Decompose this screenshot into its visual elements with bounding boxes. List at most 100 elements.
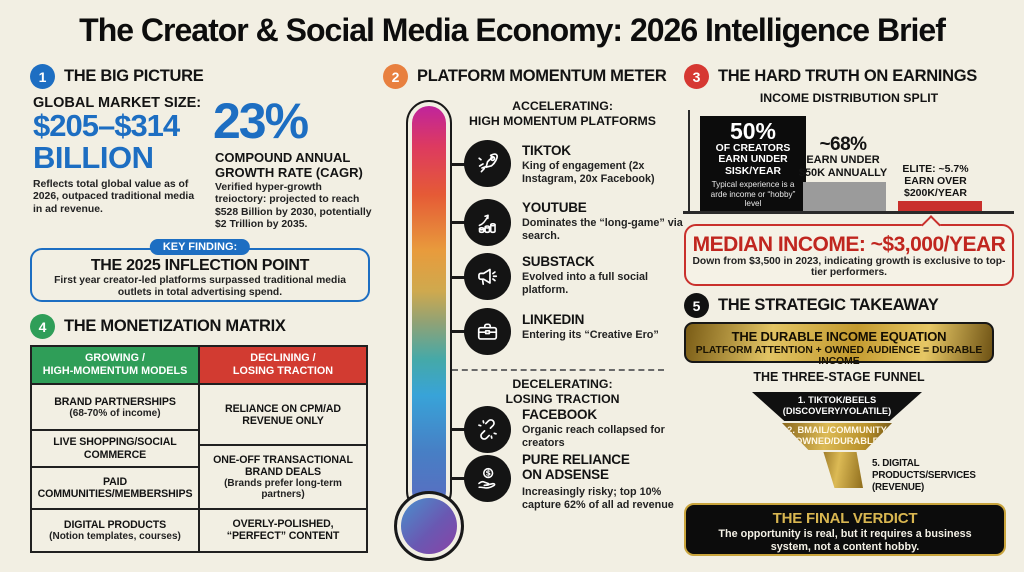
- equation-title: THE DURABLE INCOME EQUATION: [731, 329, 947, 344]
- connector-line: [450, 330, 468, 333]
- growing-column: GROWING / HIGH-MOMENTUM MODELS BRAND PAR…: [32, 347, 200, 551]
- platform-icon-circle: [464, 308, 511, 355]
- funnel-stage-2: 2. BMAIL/COMMUNITY (OWNED/DURABLE): [782, 423, 892, 450]
- funnel-spout: [823, 452, 863, 488]
- declining-header-line1: DECLINING /: [250, 351, 316, 364]
- platform-name: SUBSTACK: [522, 254, 595, 269]
- decelerating-header: DECELERATING: LOSING TRACTION: [455, 377, 670, 407]
- durable-income-equation-box: THE DURABLE INCOME EQUATION PLATFORM ATT…: [684, 322, 994, 367]
- funnel-title: THE THREE-STAGE FUNNEL: [753, 370, 925, 384]
- platform-icon-circle: $: [464, 455, 511, 502]
- declining-header: DECLINING / LOSING TRACTION: [200, 347, 366, 384]
- section-big-picture-header: 1 THE BIG PICTURE: [30, 64, 204, 89]
- income-distribution-chart: 50% OF CREATORS EARN UNDER SISK/YEAR Typ…: [683, 110, 1015, 214]
- platform-icon-circle: [464, 199, 511, 246]
- funnel-stage-3-label: 5. DIGITAL PRODUCTS/SERVICES (REVENUE): [872, 458, 976, 494]
- accelerating-line2: HIGH MOMENTUM PLATFORMS: [469, 113, 656, 128]
- key-finding-badge: KEY FINDING:: [149, 239, 251, 255]
- platform-name: PURE RELIANCE ON ADSENSE: [522, 452, 630, 482]
- section-title: PLATFORM MOMENTUM METER: [417, 67, 667, 85]
- rocket-icon: [478, 153, 498, 173]
- chart-baseline: [683, 211, 1014, 214]
- section-takeaway-header: 5 THE STRATEGIC TAKEAWAY: [684, 293, 939, 318]
- megaphone-icon: [478, 268, 498, 285]
- market-size-note: Reflects total global value as of 2026, …: [33, 179, 195, 215]
- connector-line: [450, 163, 468, 166]
- platform-name: YOUTUBE: [522, 200, 587, 215]
- section-title: THE BIG PICTURE: [64, 67, 204, 85]
- median-income-box: MEDIAN INCOME: ~$3,000/YEAR Down from $3…: [684, 215, 1014, 286]
- growing-header: GROWING / HIGH-MOMENTUM MODELS: [32, 347, 198, 384]
- section-momentum-header: 2 PLATFORM MOMENTUM METER: [383, 64, 667, 89]
- decelerating-line1: DECELERATING:: [512, 377, 613, 391]
- section-monetization-header: 4 THE MONETIZATION MATRIX: [30, 314, 286, 339]
- section-number-badge: 4: [30, 314, 55, 339]
- page-title: The Creator & Social Media Economy: 2026…: [79, 12, 946, 48]
- section-title: THE STRATEGIC TAKEAWAY: [718, 296, 939, 314]
- table-row: RELIANCE ON CPM/AD REVENUE ONLY: [200, 383, 366, 444]
- platform-name: LINKEDIN: [522, 312, 585, 327]
- key-finding-title: THE 2025 INFLECTION POINT: [90, 257, 310, 274]
- table-row: PAID COMMUNITIES/MEMBERSHIPS: [32, 465, 198, 508]
- connector-line: [450, 477, 468, 480]
- platform-icon-circle: [464, 253, 511, 300]
- declining-column: DECLINING / LOSING TRACTION RELIANCE ON …: [200, 347, 366, 551]
- median-income-note: Down from $3,500 in 2023, indicating gro…: [692, 256, 1006, 279]
- section-number-badge: 3: [684, 64, 709, 89]
- accel-decel-divider: [452, 369, 664, 371]
- chart-y-axis: [688, 110, 690, 212]
- thermometer-bulb: [394, 491, 464, 561]
- platform-icon-circle: [464, 406, 511, 453]
- section-earnings-header: 3 THE HARD TRUTH ON EARNINGS: [684, 64, 977, 89]
- platform-name: TIKTOK: [522, 143, 571, 158]
- table-row: ONE-OFF TRANSACTIONAL BRAND DEALS (Brand…: [200, 444, 366, 508]
- equation-formula: PLATFORM ATTENTION + OWNED AUDIENCE = DU…: [695, 345, 983, 367]
- platform-desc: Dominates the “long-game” via search.: [522, 217, 683, 242]
- bar-elite: [898, 201, 982, 211]
- growth-coins-icon: [478, 214, 496, 234]
- thermometer-gradient-fill: [412, 106, 446, 508]
- dollar-hand-icon: $: [478, 467, 496, 489]
- platform-desc: Entering its “Creative Ero”: [522, 329, 659, 341]
- platform-icon-circle: [464, 140, 511, 187]
- platform-desc: King of engagement (2x Instagram, 20x Fa…: [522, 160, 655, 185]
- market-size-value: $205–$314: [33, 108, 180, 143]
- cagr-label: COMPOUND ANNUAL GROWTH RATE (CAGR): [215, 150, 363, 180]
- median-income-title: MEDIAN INCOME: ~$3,000/YEAR: [692, 233, 1006, 256]
- cagr-value: 23%: [213, 93, 309, 149]
- declining-header-line2: LOSING TRACTION: [232, 365, 334, 378]
- bar-68-percent: [803, 182, 886, 211]
- key-finding-box: KEY FINDING: THE 2025 INFLECTION POINT F…: [30, 239, 370, 302]
- growing-header-line2: HIGH-MOMENTUM MODELS: [42, 365, 188, 378]
- platform-name: FACEBOOK: [522, 407, 597, 422]
- broken-link-icon: [478, 419, 497, 440]
- platform-desc: Evolved into a full social platform.: [522, 271, 648, 296]
- bar-50-subtext: Typical experience is a arde income or “…: [710, 180, 796, 209]
- cagr-note: Verified hyper-growth treioctory: projec…: [215, 182, 372, 231]
- connector-line: [450, 221, 468, 224]
- verdict-note: The opportunity is real, but it requires…: [718, 528, 972, 553]
- median-box-pointer: [921, 215, 941, 235]
- key-finding-note: First year creator-led platforms surpass…: [54, 275, 346, 298]
- section-title: THE HARD TRUTH ON EARNINGS: [718, 67, 977, 85]
- briefcase-icon: [477, 323, 498, 340]
- growing-header-line1: GROWING /: [85, 351, 145, 364]
- accelerating-line1: ACCELERATING:: [512, 99, 613, 113]
- income-chart-title: INCOME DISTRIBUTION SPLIT: [759, 91, 939, 105]
- verdict-title: THE FINAL VERDICT: [772, 510, 918, 527]
- table-row: DIGITAL PRODUCTS (Notion templates, cour…: [32, 507, 198, 551]
- platform-desc: Increasingly risky; top 10% capture 62% …: [522, 486, 674, 511]
- table-row: LIVE SHOPPING/SOCIAL COMMERCE: [32, 429, 198, 465]
- final-verdict-box: THE FINAL VERDICT The opportunity is rea…: [684, 503, 1006, 556]
- decelerating-line2: LOSING TRACTION: [505, 391, 620, 406]
- accelerating-header: ACCELERATING: HIGH MOMENTUM PLATFORMS: [455, 99, 670, 129]
- funnel-stage-1: 1. TIKTOK/BEELS (DISCOVERY/YOLATILE): [752, 392, 922, 421]
- connector-line: [450, 428, 468, 431]
- bar-50-value: 50%: [729, 118, 777, 144]
- table-row: BRAND PARTNERSHIPS (68-70% of income): [32, 383, 198, 429]
- svg-text:$: $: [485, 469, 490, 478]
- section-number-badge: 5: [684, 293, 709, 318]
- section-number-badge: 2: [383, 64, 408, 89]
- platform-desc: Organic reach collapsed for creators: [522, 424, 665, 449]
